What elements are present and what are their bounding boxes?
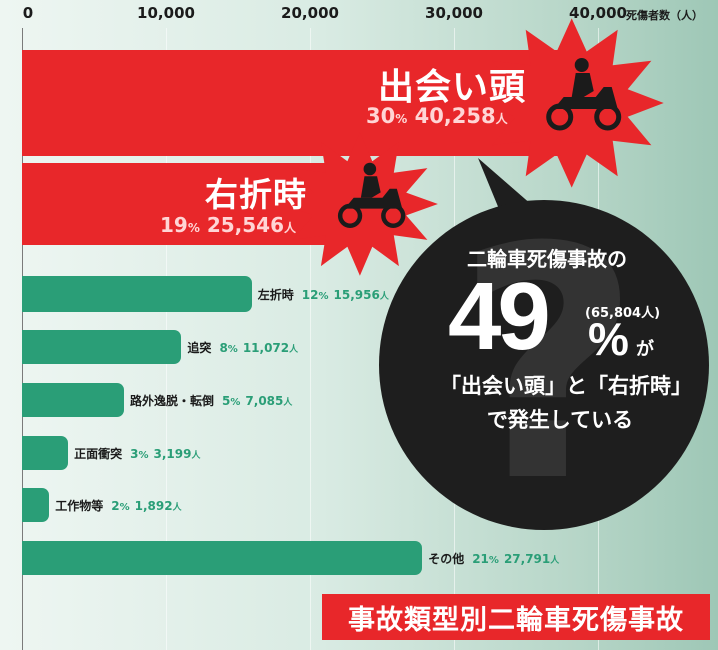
bar-category-label: 追突 <box>187 341 212 355</box>
x-tick-label: 20,000 <box>281 4 339 22</box>
bar-value-label: 27,791人 <box>503 552 560 566</box>
bar-data-label: その他 21% 27,791人 <box>428 550 559 567</box>
bar-category-label: その他 <box>428 552 465 566</box>
bar-value-label: 11,072人 <box>242 341 299 355</box>
bar-data-label: 工作物等 2% 1,892人 <box>55 497 181 514</box>
bar <box>22 276 252 312</box>
bar-data-label: 正面衝突 3% 3,199人 <box>74 445 200 462</box>
highlight-value-label: 19% 25,546人 <box>160 213 297 237</box>
callout-big-number: 49 <box>448 263 551 370</box>
chart-title: 事故類型別二輪車死傷事故 <box>322 594 710 640</box>
scooter-rider-icon <box>337 162 406 228</box>
bar-category-label: 路外逸脱・転倒 <box>130 394 215 408</box>
bar <box>22 488 50 522</box>
callout-percent: % <box>588 313 629 365</box>
gridline <box>310 28 311 650</box>
bar <box>22 541 423 575</box>
bar <box>22 330 182 364</box>
bar-data-label: 左折時 12% 15,956人 <box>258 286 389 303</box>
bar-percent-label: 2% <box>111 499 130 513</box>
bar-percent-label: 12% <box>301 288 329 302</box>
bar-category-label: 正面衝突 <box>74 447 123 461</box>
callout-particle: が <box>636 339 654 360</box>
bar <box>22 383 125 417</box>
callout-line4: で発生している <box>486 408 634 432</box>
bar-value-label: 3,199人 <box>153 447 201 461</box>
x-axis-unit-label: 死傷者数（人） <box>626 9 703 22</box>
bar-category-label: 工作物等 <box>55 499 104 513</box>
bar-data-label: 路外逸脱・転倒 5% 7,085人 <box>130 392 292 409</box>
callout-circle <box>379 200 709 530</box>
x-tick-label: 0 <box>22 4 34 22</box>
x-tick-label: 40,000 <box>569 4 627 22</box>
callout-line1: 二輪車死傷事故の <box>467 247 627 271</box>
callout-paren-value: (65,804人) <box>585 306 661 321</box>
x-tick-label: 10,000 <box>137 4 195 22</box>
bar-category-label: 左折時 <box>257 288 294 302</box>
bar <box>22 436 69 470</box>
callout-question-mark: ? <box>455 180 641 552</box>
scooter-rider-icon <box>546 58 622 131</box>
x-tick-label: 30,000 <box>425 4 483 22</box>
highlight-category-label: 出会い頭 <box>378 67 527 108</box>
bar-percent-label: 5% <box>222 394 241 408</box>
bar-percent-label: 21% <box>472 552 499 566</box>
bar-value-label: 7,085人 <box>245 394 293 408</box>
bar-percent-label: 8% <box>219 341 238 355</box>
bar-value-label: 1,892人 <box>134 499 182 513</box>
highlight-value-label: 30% 40,258人 <box>366 104 508 128</box>
highlight-category-label: 右折時 <box>205 175 307 214</box>
callout-line3: 「出会い頭」と「右折時」 <box>440 374 692 398</box>
bar-value-label: 15,956人 <box>333 288 389 302</box>
bar-data-label: 追突 8% 11,072人 <box>187 339 298 356</box>
bar-percent-label: 3% <box>130 447 149 461</box>
